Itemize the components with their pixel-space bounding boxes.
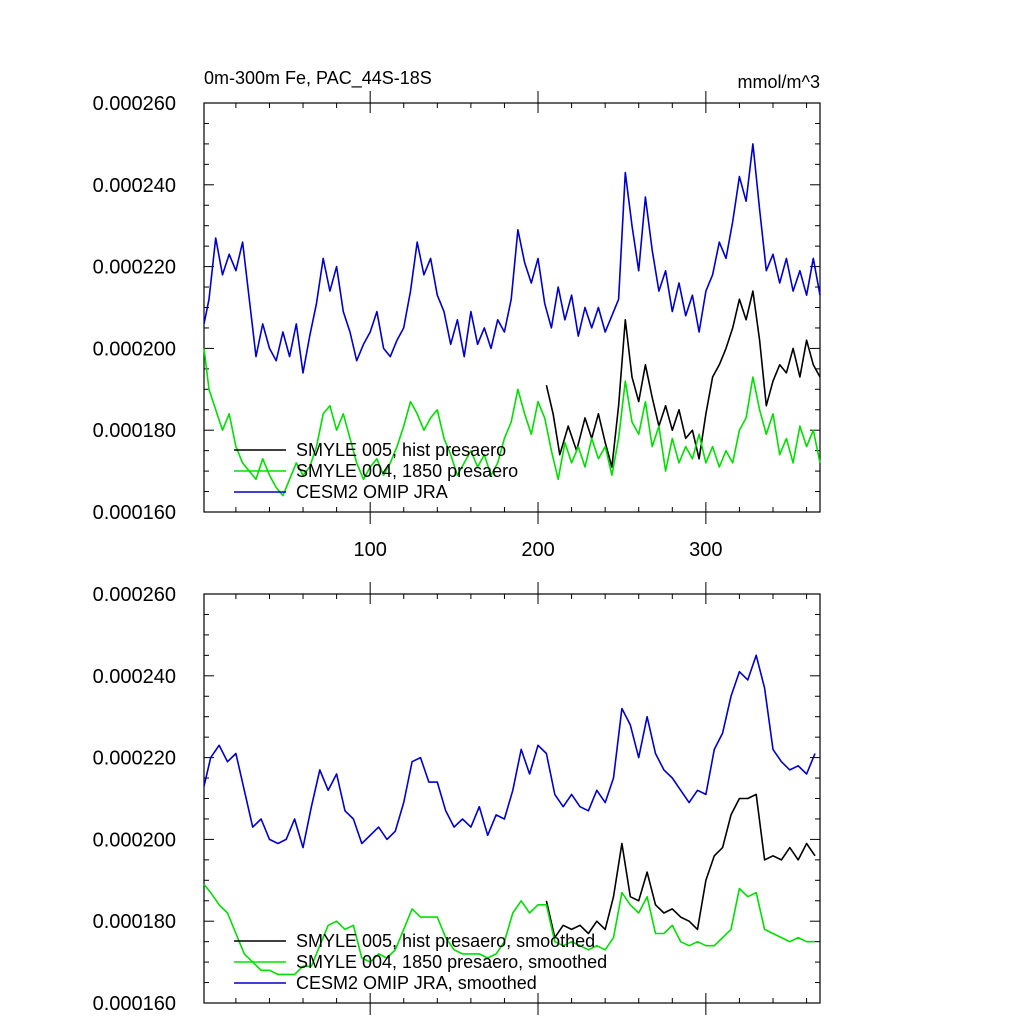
units-label: mmol/m^3 (738, 72, 820, 92)
legend-label-0: SMYLE 005, hist presaero, smoothed (296, 931, 595, 951)
legend-label-2: CESM2 OMIP JRA, smoothed (296, 973, 537, 993)
x-tick-label: 100 (353, 539, 386, 561)
x-tick-label: 200 (521, 539, 554, 561)
y-tick-label: 0.000160 (93, 502, 176, 524)
chart-title: 0m-300m Fe, PAC_44S-18S (204, 68, 432, 89)
legend-label-0: SMYLE 005, hist presaero (296, 440, 506, 460)
legend-label-2: CESM2 OMIP JRA (296, 482, 448, 502)
x-tick-label: 300 (689, 539, 722, 561)
y-tick-label: 0.000240 (93, 175, 176, 197)
y-tick-label: 0.000160 (93, 993, 176, 1015)
legend-label-1: SMYLE 004, 1850 presaero (296, 461, 518, 481)
y-tick-label: 0.000260 (93, 584, 176, 606)
series-line-1 (203, 883, 815, 976)
y-tick-label: 0.000200 (93, 338, 176, 360)
series-line-2 (203, 654, 816, 849)
y-tick-label: 0.000220 (93, 257, 176, 279)
series-line-0 (545, 290, 821, 468)
series-line-0 (545, 793, 816, 939)
chart-panel-top: 0.000160 0.000180 0.000200 0.000220 0.000240… (93, 91, 821, 561)
legend-label-1: SMYLE 004, 1850 presaero, smoothed (296, 952, 607, 972)
y-tick-label: 0.000260 (93, 93, 176, 115)
series-line-1 (203, 348, 821, 497)
series-line-2 (203, 143, 821, 374)
y-tick-label: 0.000220 (93, 748, 176, 770)
y-tick-label: 0.000240 (93, 666, 176, 688)
y-tick-label: 0.000200 (93, 829, 176, 851)
y-tick-label: 0.000180 (93, 420, 176, 442)
y-tick-label: 0.000180 (93, 911, 176, 933)
chart-panel-bottom: 0.000160 0.000180 0.000200 0.000220 0.000240… (93, 582, 821, 1015)
